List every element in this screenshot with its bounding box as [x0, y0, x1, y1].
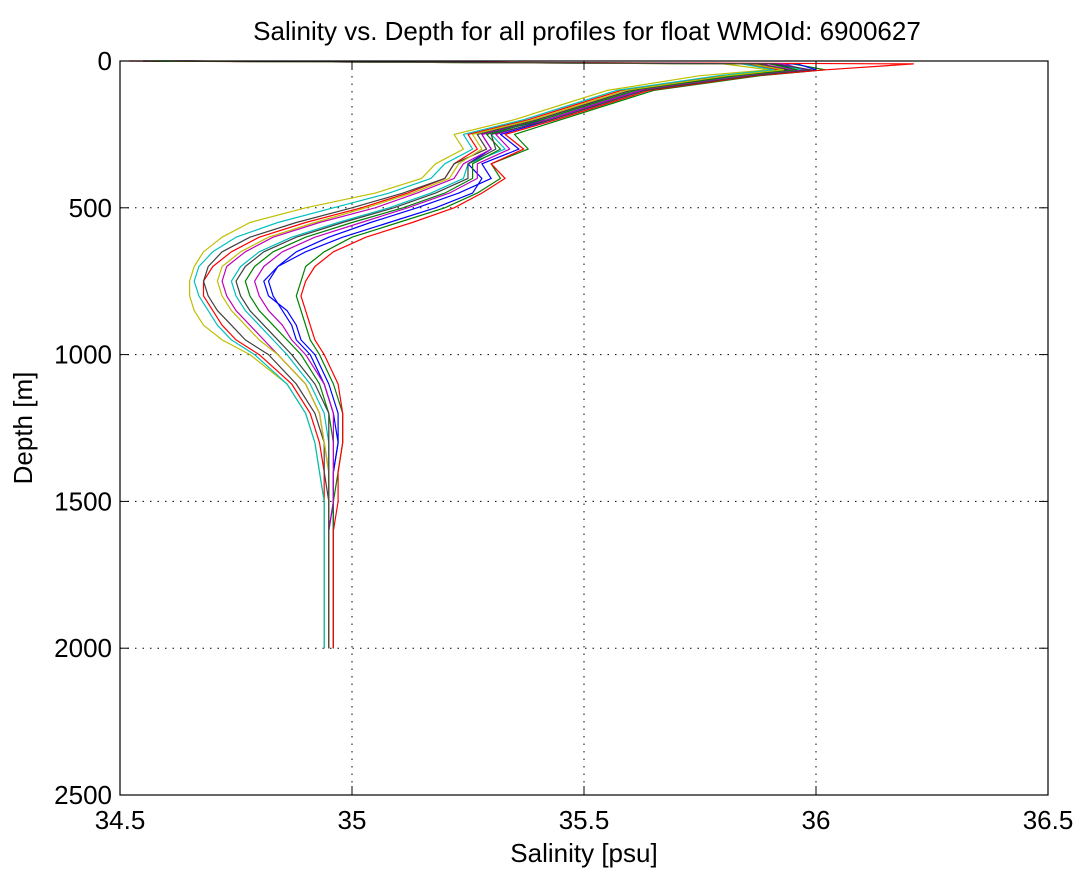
y-tick-label: 500 — [69, 193, 112, 223]
y-tick-label: 1000 — [54, 340, 112, 370]
y-tick-label: 0 — [98, 46, 112, 76]
y-axis-label: Depth [m] — [8, 372, 38, 485]
grid — [120, 61, 1048, 795]
y-tick-label: 1500 — [54, 486, 112, 516]
x-tick-label: 36.5 — [1023, 805, 1074, 835]
x-tick-label: 34.5 — [95, 805, 146, 835]
profile-line — [129, 60, 780, 649]
x-tick-label: 36 — [802, 805, 831, 835]
x-axis-label: Salinity [psu] — [510, 838, 657, 868]
profile-line — [161, 60, 775, 649]
profile-line — [184, 60, 813, 649]
profile-line — [170, 60, 808, 649]
chart-title: Salinity vs. Depth for all profiles for … — [253, 16, 921, 46]
x-tick-label: 35.5 — [559, 805, 610, 835]
profile-line — [180, 60, 915, 649]
y-tick-label: 2500 — [54, 780, 112, 810]
series-lines — [129, 60, 915, 649]
y-tick-label: 2000 — [54, 633, 112, 663]
profile-line — [143, 60, 789, 649]
axis-ticks: 34.5 35 35.5 36 36.5 0 500 1000 1500 2000 2500 — [54, 46, 1073, 835]
x-tick-label: 35 — [338, 805, 367, 835]
profile-line — [166, 60, 826, 649]
